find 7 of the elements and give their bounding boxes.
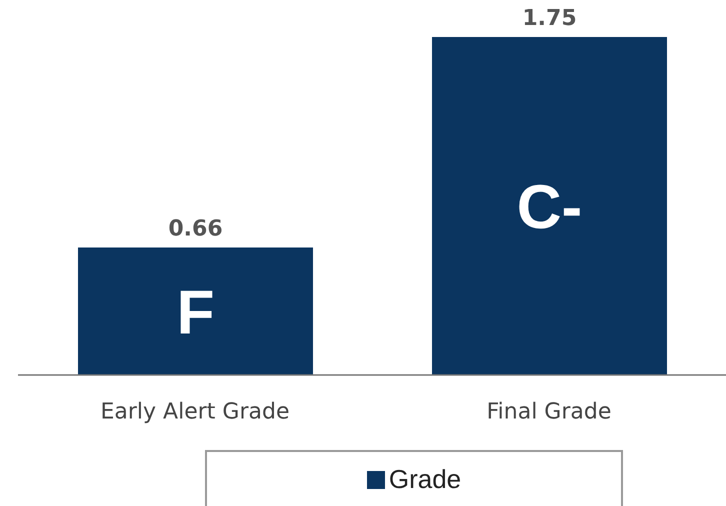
- legend-label: Grade: [388, 464, 462, 495]
- data-label: 1.75: [522, 6, 577, 31]
- annotation: F: [176, 278, 214, 348]
- annotation: C-: [516, 173, 582, 242]
- data-label: 0.66: [168, 216, 223, 242]
- x-tick-label: Final Grade: [486, 400, 612, 425]
- x-tick-label: Early Alert Grade: [100, 400, 290, 425]
